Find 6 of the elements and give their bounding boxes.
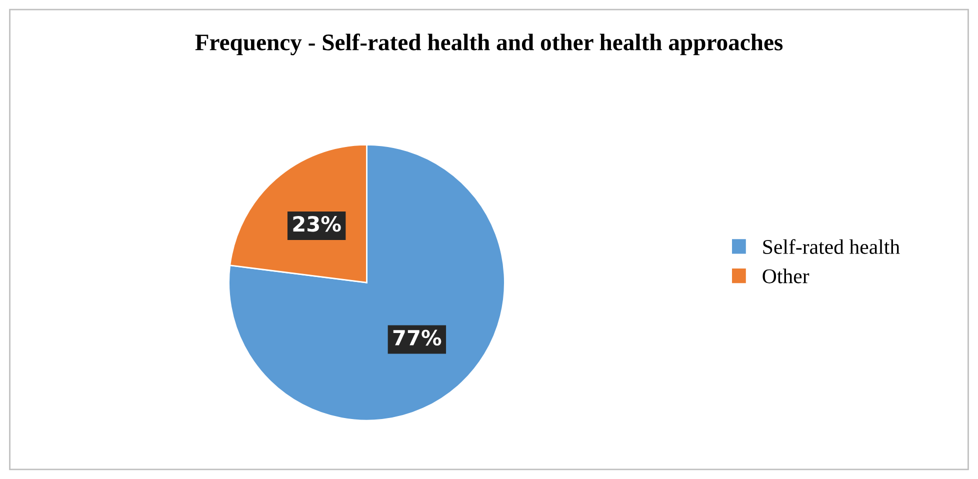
- chart-title: Frequency - Self-rated health and other health approaches: [195, 34, 783, 56]
- data-label: 77%: [393, 330, 442, 346]
- legend-label: Other: [762, 268, 810, 284]
- data-label: 23%: [293, 216, 341, 232]
- legend-label: Self-rated health: [763, 239, 900, 254]
- pie-slice: [228, 144, 506, 422]
